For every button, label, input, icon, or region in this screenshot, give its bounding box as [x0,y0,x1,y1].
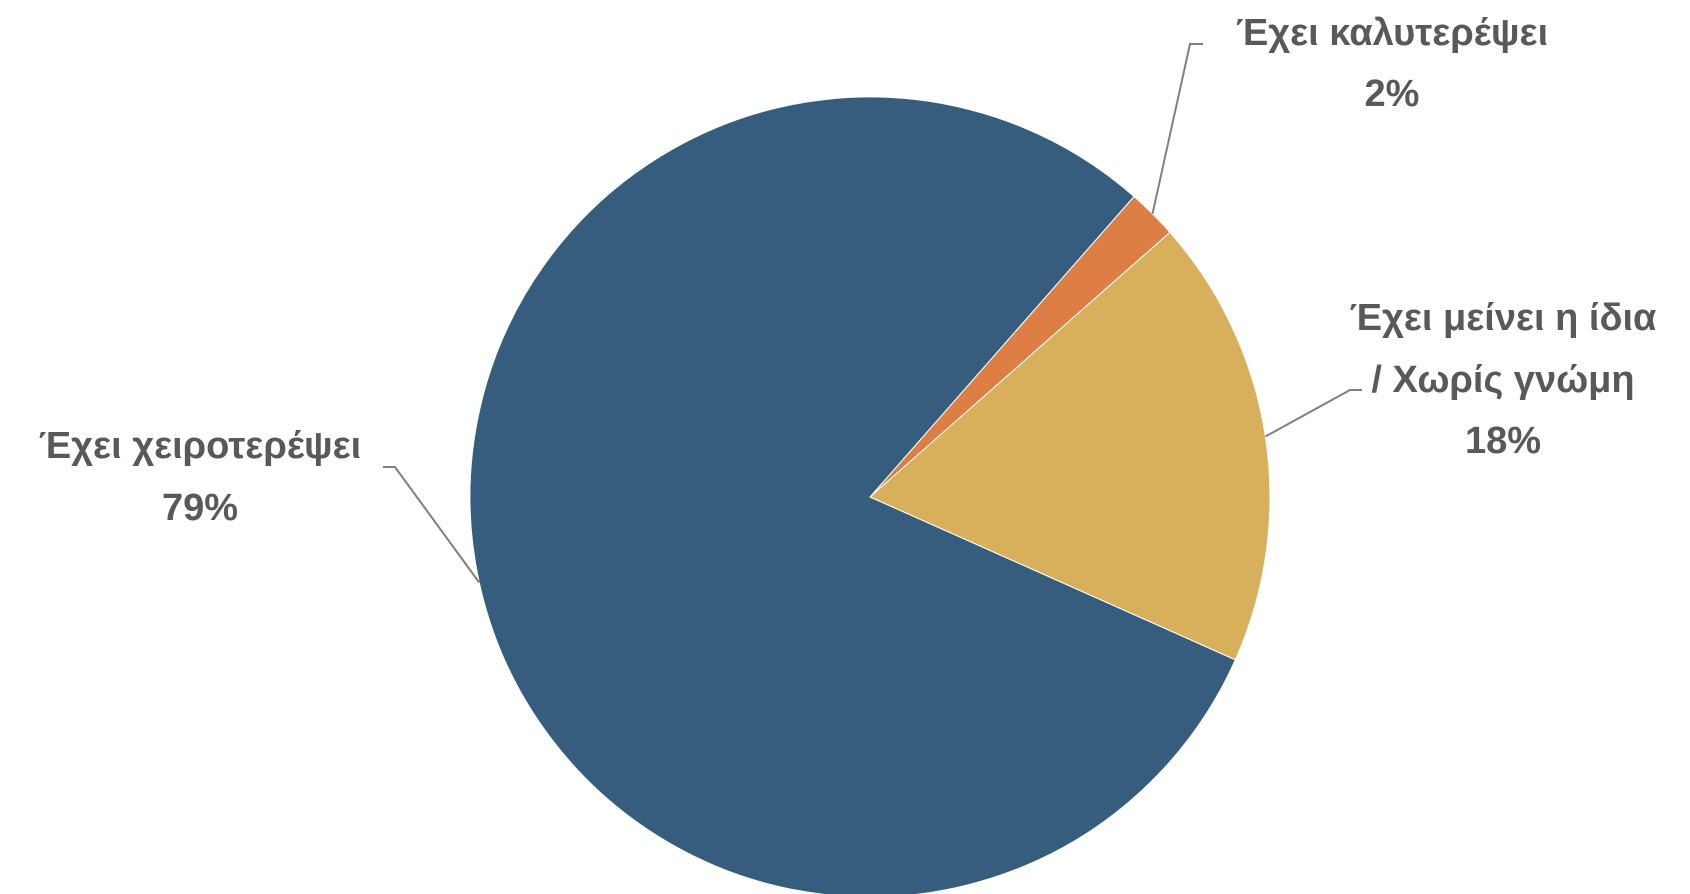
leader-line-0 [383,466,481,584]
leader-line-2 [1264,389,1362,438]
pie-slices [469,96,1271,894]
leader-lines [383,43,1362,584]
leader-line-1 [1151,43,1203,215]
slice-category-label-2: / Χωρίς γνώμη [1371,359,1634,401]
slice-category-label-2: Έχει μείνει η ίδια [1350,297,1657,339]
pie-slice-0 [469,96,1237,894]
slice-percent-label-0: 79% [162,487,238,529]
slice-percent-label-2: 18% [1465,420,1541,462]
slice-percent-label-1: 2% [1365,73,1420,115]
slice-category-label-0: Έχει χειροτερέψει [39,425,361,467]
data-labels: Έχει καλυτερέψει 2% Έχει μείνει η ίδια / Χω… [39,12,1657,529]
slice-category-label-1: Έχει καλυτερέψει [1236,12,1548,54]
